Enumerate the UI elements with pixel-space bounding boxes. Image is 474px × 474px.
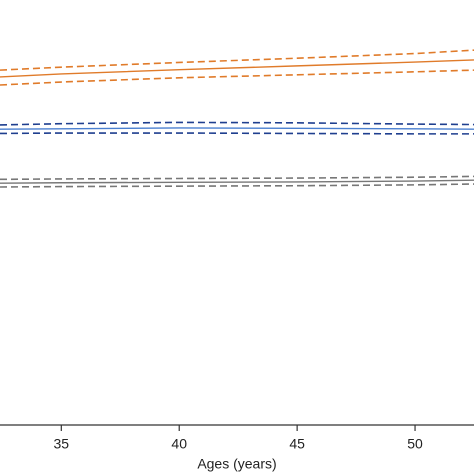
confidence-line <box>0 121 474 126</box>
trend-line <box>0 59 474 78</box>
confidence-line <box>0 175 474 181</box>
x-axis-label: Ages (years) <box>197 456 276 472</box>
trend-line <box>0 179 474 184</box>
confidence-line <box>0 132 474 135</box>
x-tick-label: 45 <box>289 436 305 452</box>
x-tick-label: 40 <box>171 436 187 452</box>
x-tick-label: 35 <box>54 436 70 452</box>
confidence-line <box>0 69 474 86</box>
confidence-line <box>0 183 474 188</box>
x-tick-label: 50 <box>407 436 423 452</box>
trend-line <box>0 127 474 130</box>
